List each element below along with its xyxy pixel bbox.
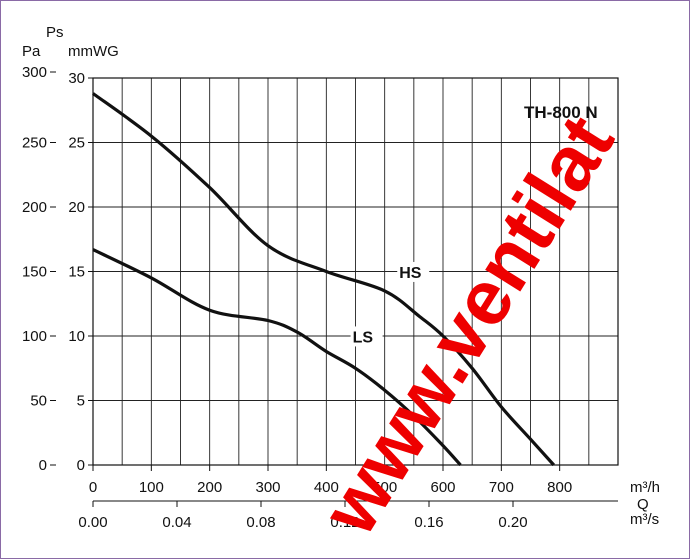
x-tick-label-m3s: 0.12 [330, 514, 359, 531]
x-unit-bottom: m³/s [630, 511, 659, 528]
y-tick-label-mmwg: 5 [77, 393, 85, 410]
y-tick-label-pa: 250 [22, 135, 47, 152]
y-tick-label-mmwg: 20 [68, 199, 85, 216]
y-tick-label-pa: 150 [22, 264, 47, 281]
y-tick-label-pa: 0 [39, 457, 47, 474]
curve-label-hs: HS [399, 265, 422, 282]
chart-title: TH-800 N [524, 103, 598, 122]
x-tick-label-m3h: 400 [314, 479, 339, 496]
x-tick-label-m3s: 0.16 [414, 514, 443, 531]
x-tick-label-m3s: 0.08 [246, 514, 275, 531]
curve-label-ls: LS [353, 329, 374, 346]
x-tick-label-m3s: 0.04 [162, 514, 191, 531]
curves: HS LS [92, 92, 555, 467]
x-tick-label-m3h: 100 [139, 479, 164, 496]
y-tick-label-mmwg: 30 [68, 70, 85, 87]
x-tick-label-m3h: 500 [372, 479, 397, 496]
y-right-unit: mmWG [68, 43, 119, 60]
y-tick-label-mmwg: 0 [77, 457, 85, 474]
x-tick-label-m3h: 300 [255, 479, 280, 496]
x-tick-label-m3h: 800 [547, 479, 572, 496]
y-left-unit: Pa [22, 43, 41, 60]
x-tick-label-m3h: 700 [489, 479, 514, 496]
curve-label-bg [350, 326, 383, 347]
y-tick-label-mmwg: 15 [68, 264, 85, 281]
y-tick-label-pa: 100 [22, 328, 47, 345]
y-axis-header: Ps [46, 24, 64, 41]
x-tick-label-m3s: 0.20 [498, 514, 527, 531]
x-tick-label-m3h: 0 [89, 479, 97, 496]
x-tick-label-m3h: 200 [197, 479, 222, 496]
x-axis-label: Q [637, 496, 649, 513]
x-axis-ticks: 0 100 200 300 400 500 600 700 800 0.00 0.04 0.08 0.1… [78, 465, 618, 531]
y-tick-label-pa: 300 [22, 64, 47, 81]
curve-ls [92, 248, 462, 467]
curve-hs [92, 92, 555, 467]
x-unit-top: m³/h [630, 479, 660, 496]
y-tick-label-mmwg: 10 [68, 328, 85, 345]
y-tick-label-mmwg: 25 [68, 135, 85, 152]
x-tick-label-m3s: 0.00 [78, 514, 107, 531]
watermark: www.ventilat [304, 100, 630, 549]
y-axis-ticks: 0 0 5 50 10 100 15 150 20 200 25 250 30 300 [22, 64, 93, 474]
curve-label-bg [397, 261, 430, 282]
y-tick-label-pa: 50 [30, 393, 47, 410]
x-tick-label-m3h: 600 [430, 479, 455, 496]
y-tick-label-pa: 200 [22, 199, 47, 216]
